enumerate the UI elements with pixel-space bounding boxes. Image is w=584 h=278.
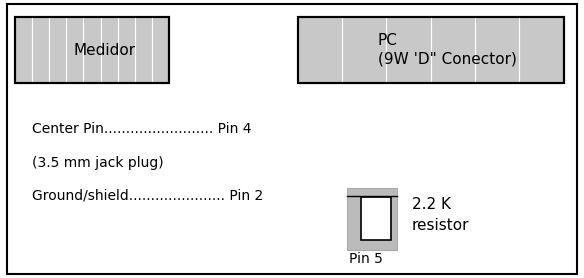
Bar [347,188,397,250]
Text: 2.2 K
resistor: 2.2 K resistor [412,197,469,234]
Bar [298,17,564,83]
Bar [15,17,169,83]
Text: Ground/shield...................... Pin 2: Ground/shield...................... Pin … [32,189,263,203]
Bar [361,197,391,240]
Text: Medidor: Medidor [74,43,135,58]
Bar [15,17,169,83]
Text: Center Pin......................... Pin 4: Center Pin......................... Pin … [32,122,252,136]
Text: PC
(9W 'D" Conector): PC (9W 'D" Conector) [378,33,516,67]
Bar [298,17,564,83]
Text: Pin 5: Pin 5 [349,252,383,266]
Text: (3.5 mm jack plug): (3.5 mm jack plug) [32,156,164,170]
